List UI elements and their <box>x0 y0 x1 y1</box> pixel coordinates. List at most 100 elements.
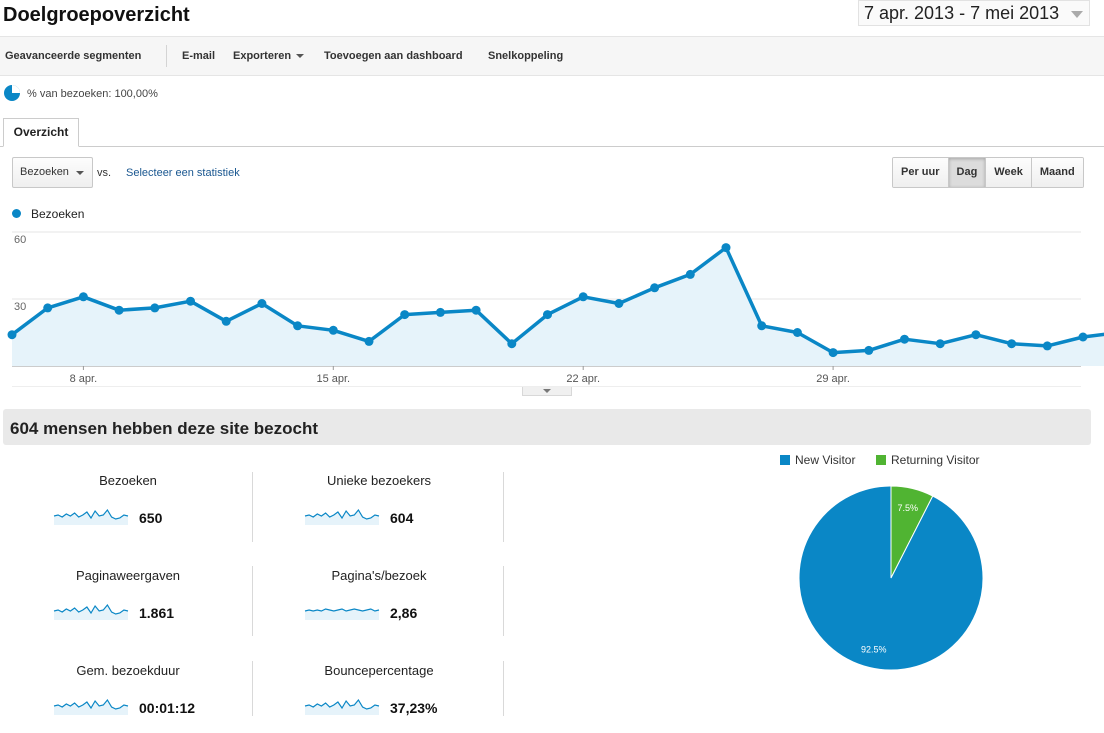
data-point[interactable] <box>792 328 802 337</box>
interval-buttons: Per uur Dag Week Maand <box>892 157 1084 188</box>
data-point[interactable] <box>1007 339 1017 349</box>
visits-line-chart: 60 30 8 apr. 15 apr. 22 apr. 29 apr. <box>7 231 1104 387</box>
page-title: Doelgroepoverzicht <box>3 4 190 26</box>
data-point[interactable] <box>721 243 731 253</box>
divider <box>503 472 504 542</box>
vs-label: vs. <box>97 167 112 179</box>
data-point[interactable] <box>650 283 660 293</box>
interval-day-button[interactable]: Dag <box>948 158 987 187</box>
pie-slice-new-visitor[interactable] <box>798 485 984 671</box>
metric-value: 37,23% <box>390 700 438 716</box>
sparkline <box>53 603 129 620</box>
data-point[interactable] <box>1078 332 1088 342</box>
data-point[interactable] <box>293 321 303 331</box>
tab-bar-line <box>0 146 1104 147</box>
metric-tile[interactable]: Bezoeken 650 <box>3 473 253 543</box>
metric-value: 604 <box>390 510 414 526</box>
export-button[interactable]: Exporteren <box>233 50 305 62</box>
pie-legend-returning: Returning Visitor <box>876 453 980 467</box>
metric-tile[interactable]: Bouncepercentage 37,23% <box>254 663 504 733</box>
sparkline <box>304 698 380 715</box>
data-point[interactable] <box>78 292 88 302</box>
date-range-picker[interactable]: 7 apr. 2013 - 7 mei 2013 <box>858 0 1090 26</box>
metric-tile[interactable]: Pagina's/bezoek 2,86 <box>254 568 504 638</box>
metric-value: 1.861 <box>139 605 175 621</box>
legend-swatch <box>780 455 790 465</box>
y-tick-30: 30 <box>14 301 26 313</box>
data-point[interactable] <box>328 325 338 335</box>
interval-hour-button[interactable]: Per uur <box>893 158 949 187</box>
data-point[interactable] <box>757 321 767 331</box>
divider <box>503 661 504 716</box>
data-point[interactable] <box>150 303 160 313</box>
data-point[interactable] <box>1042 341 1052 351</box>
x-tick-label: 22 apr. <box>566 373 600 385</box>
metric-value: 650 <box>139 510 163 526</box>
pie-slice-label: 7.5% <box>898 503 919 513</box>
metric-label: Gem. bezoekduur <box>76 663 180 678</box>
export-label: Exporteren <box>233 50 292 62</box>
advanced-segments-button[interactable]: Geavanceerde segmenten <box>5 50 142 62</box>
legend-label: Bezoeken <box>31 207 85 221</box>
tab-overview[interactable]: Overzicht <box>3 118 79 147</box>
data-point[interactable] <box>864 345 874 355</box>
data-point[interactable] <box>186 296 195 306</box>
data-point[interactable] <box>43 303 53 313</box>
data-point[interactable] <box>685 269 695 279</box>
divider <box>252 472 253 542</box>
interval-month-button[interactable]: Maand <box>1031 158 1083 187</box>
data-point[interactable] <box>221 316 231 326</box>
caret-down-icon <box>543 389 551 393</box>
legend-swatch <box>876 455 886 465</box>
pie-legend-new: New Visitor <box>780 453 855 467</box>
select-statistic-link[interactable]: Selecteer een statistiek <box>126 167 240 179</box>
data-point[interactable] <box>971 330 981 340</box>
data-point[interactable] <box>435 307 445 317</box>
sparkline <box>53 508 129 525</box>
summary-header: 604 mensen hebben deze site bezocht <box>3 409 1091 445</box>
metric-select[interactable]: Bezoeken <box>12 157 93 188</box>
data-point[interactable] <box>257 299 267 308</box>
data-point[interactable] <box>364 336 374 346</box>
date-range-label: 7 apr. 2013 - 7 mei 2013 <box>864 3 1060 23</box>
data-point[interactable] <box>543 310 552 320</box>
shortcut-button[interactable]: Snelkoppeling <box>488 50 564 62</box>
pie-legend-returning-label: Returning Visitor <box>891 453 980 467</box>
metric-tile[interactable]: Paginaweergaven 1.861 <box>3 568 253 638</box>
data-point[interactable] <box>114 305 124 315</box>
metric-tile[interactable]: Unieke bezoekers 604 <box>254 473 504 543</box>
interval-week-button[interactable]: Week <box>986 158 1032 187</box>
email-button[interactable]: E-mail <box>182 50 216 62</box>
summary-title: 604 mensen hebben deze site bezocht <box>10 419 318 438</box>
metric-label: Bouncepercentage <box>324 663 434 678</box>
y-tick-60: 60 <box>14 234 26 246</box>
caret-down-icon <box>296 54 305 59</box>
data-point[interactable] <box>900 334 909 344</box>
data-point[interactable] <box>7 330 17 340</box>
visits-line <box>10 245 1104 355</box>
data-point[interactable] <box>828 348 838 358</box>
pie-segment-icon <box>4 85 20 101</box>
pie-legend-new-label: New Visitor <box>795 453 856 467</box>
data-point[interactable] <box>471 305 481 315</box>
x-tick-label: 29 apr. <box>816 373 850 385</box>
chart-collapse-tab[interactable] <box>522 387 572 396</box>
x-tick-label: 8 apr. <box>70 373 98 385</box>
data-point[interactable] <box>935 339 945 349</box>
data-point[interactable] <box>507 339 517 349</box>
divider <box>503 566 504 636</box>
divider <box>252 661 253 716</box>
data-point[interactable] <box>614 299 624 308</box>
chevron-down-icon[interactable] <box>1071 11 1083 18</box>
toolbar: Geavanceerde segmenten E-mail Exporteren… <box>0 36 1104 76</box>
metric-tile[interactable]: Gem. bezoekduur 00:01:12 <box>3 663 253 733</box>
metric-label: Paginaweergaven <box>75 568 181 583</box>
data-point[interactable] <box>578 292 588 302</box>
sparkline <box>304 508 380 525</box>
sparkline <box>304 608 380 620</box>
add-to-dashboard-button[interactable]: Toevoegen aan dashboard <box>324 50 463 62</box>
toolbar-divider <box>166 45 167 67</box>
data-point[interactable] <box>400 310 410 320</box>
visits-area <box>12 247 1104 366</box>
metric-value: 00:01:12 <box>139 700 196 716</box>
